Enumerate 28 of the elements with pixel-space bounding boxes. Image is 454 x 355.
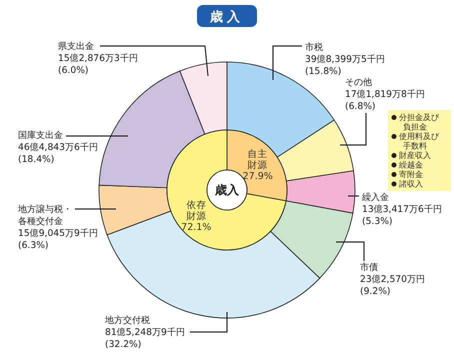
text: 歳入 xyxy=(214,183,240,197)
data-label: 17億1,819万8千円 (6.8%) xyxy=(345,89,425,112)
data-label: 15億9,045万9千円 (6.3%) xyxy=(18,228,98,251)
data-label: 72.1% xyxy=(181,222,212,234)
slice-label: 繰入金 xyxy=(361,192,389,203)
data-label: 15億2,876万3千円 (6.0%) xyxy=(58,53,138,76)
data-label: 13億3,417万6千円 (5.3%) xyxy=(362,204,442,227)
text: 諸収入 xyxy=(399,180,423,188)
text: 分担金及び負担金 xyxy=(399,113,440,132)
slice-label: その他 xyxy=(345,77,372,88)
text: 使用料及び手数料 xyxy=(399,132,440,150)
data-label: 39億8,399万5千円 (15.8%) xyxy=(305,54,385,77)
data-label: 23億2,570万円 (9.2%) xyxy=(360,274,425,297)
slice-label: 県支出金 xyxy=(58,41,94,52)
slice-label: 市税 xyxy=(305,42,323,53)
slice-label: 市債 xyxy=(360,262,378,273)
data-label: 46億4,843万6千円 (18.4%) xyxy=(18,142,98,165)
data-label: 81億5,248万9千円 (32.2%) xyxy=(105,327,185,350)
chart-title: 歳入 xyxy=(209,9,244,25)
slice-label: 国庫支出金 xyxy=(18,130,63,141)
slice-label: 自主財源 xyxy=(248,148,268,171)
text: 寄附金 xyxy=(399,170,423,179)
text: 繰越金 xyxy=(398,160,423,170)
data-label: 27.9% xyxy=(242,170,273,182)
slice-label: 地方交付税 xyxy=(104,315,150,326)
slice-label: 地方譲与税・各種交付金 xyxy=(17,204,72,227)
slice-label: 依存財源 xyxy=(186,199,206,222)
text: 財産収入 xyxy=(399,151,431,160)
